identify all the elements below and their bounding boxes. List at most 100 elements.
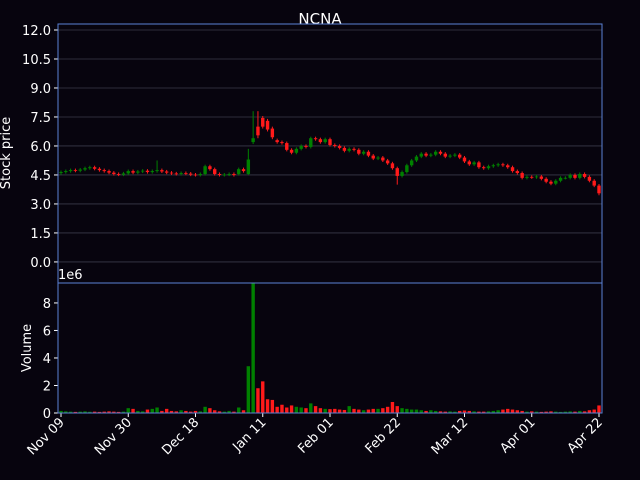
candle-body: [582, 173, 587, 177]
candle-body: [361, 151, 366, 154]
volume-bar: [438, 411, 443, 413]
volume-bar: [477, 411, 481, 413]
volume-bar: [261, 381, 265, 413]
volume-bar: [160, 410, 164, 413]
candle-body: [208, 166, 212, 170]
volume-bar: [352, 408, 356, 413]
candle-body: [313, 138, 318, 140]
volume-bar: [285, 407, 289, 413]
candle-body: [496, 164, 500, 166]
volume-bar: [304, 408, 308, 413]
volume-bar: [530, 411, 534, 413]
volume-bar: [222, 411, 227, 413]
y-tick-label: 6.0: [30, 140, 51, 155]
volume-bar: [193, 410, 198, 413]
volume-bar: [92, 411, 97, 413]
candle-body: [241, 169, 246, 172]
candle-body: [448, 155, 452, 157]
volume-bar: [107, 411, 111, 413]
candle-body: [213, 169, 217, 174]
volume-bar: [169, 410, 174, 413]
candle-body: [289, 149, 294, 153]
candle-body: [275, 140, 279, 143]
candle-body: [597, 185, 601, 194]
candle-body: [578, 173, 582, 178]
candle-body: [568, 174, 572, 178]
candle-body: [333, 144, 337, 146]
candle-body: [126, 171, 130, 174]
volume-bar: [443, 411, 447, 413]
candle-body: [433, 151, 438, 155]
candle-body: [88, 167, 92, 169]
volume-bar: [328, 409, 332, 413]
candle-body: [337, 145, 342, 148]
volume-bar: [241, 410, 246, 413]
volume-bar: [299, 407, 303, 413]
volume-bar: [217, 411, 222, 413]
volume-bar: [333, 408, 337, 413]
volume-bar: [462, 410, 467, 413]
candle-body: [261, 117, 265, 127]
candle-body: [486, 166, 491, 169]
candle-body: [174, 173, 178, 175]
volume-bar: [429, 410, 433, 413]
volume-bar: [361, 410, 366, 413]
candle-body: [549, 181, 553, 184]
chart-title: NCNA: [298, 10, 342, 28]
y-tick-label: 3.0: [30, 198, 51, 213]
candle-body: [376, 157, 380, 159]
y-axis-label: Stock price: [0, 117, 14, 189]
volume-bar: [112, 411, 116, 413]
volume-bar: [145, 409, 150, 413]
candle-body: [68, 170, 73, 172]
volume-bar: [309, 403, 313, 413]
volume-bar: [256, 388, 260, 413]
volume-bar: [409, 409, 414, 413]
volume-bar: [83, 411, 87, 413]
candle-body: [381, 157, 385, 161]
volume-bar: [102, 411, 106, 413]
volume-bar: [203, 406, 207, 413]
candle-body: [107, 171, 111, 173]
candle-body: [59, 172, 63, 174]
volume-bar: [179, 410, 183, 413]
volume-tick-label: 2: [43, 379, 51, 394]
volume-bar: [472, 411, 476, 413]
y-tick-label: 12.0: [22, 24, 51, 39]
volume-bar: [198, 411, 203, 413]
candle-body: [414, 156, 419, 161]
candle-body: [203, 166, 207, 174]
candle-body: [121, 173, 126, 175]
volume-bar: [587, 410, 592, 413]
volume-bar: [424, 410, 428, 413]
candle-body: [563, 177, 568, 179]
y-tick-label: 7.5: [30, 111, 51, 126]
volume-bar: [64, 411, 68, 413]
candle-body: [554, 180, 558, 184]
candle-body: [188, 173, 193, 175]
volume-bar: [501, 409, 505, 413]
candle-body: [78, 169, 82, 171]
volume-bar: [534, 411, 539, 413]
candle-body: [457, 154, 462, 158]
candle-body: [506, 165, 510, 168]
candle-body: [472, 162, 476, 165]
candle-body: [73, 170, 78, 171]
volume-bar: [140, 411, 145, 413]
volume-offset: 1e6: [58, 268, 83, 283]
candle-body: [534, 176, 539, 178]
y-tick-label: 9.0: [30, 82, 51, 97]
candle-body: [501, 164, 505, 166]
candle-body: [510, 167, 515, 172]
volume-bar: [131, 408, 135, 413]
candle-body: [482, 167, 486, 169]
candle-body: [64, 171, 68, 173]
candle-body: [491, 165, 496, 167]
candle-body: [184, 173, 188, 174]
candle-body: [155, 170, 159, 172]
volume-bar: [208, 408, 212, 413]
candle-body: [525, 176, 529, 178]
volume-bar: [275, 406, 279, 413]
candle-body: [409, 160, 414, 166]
